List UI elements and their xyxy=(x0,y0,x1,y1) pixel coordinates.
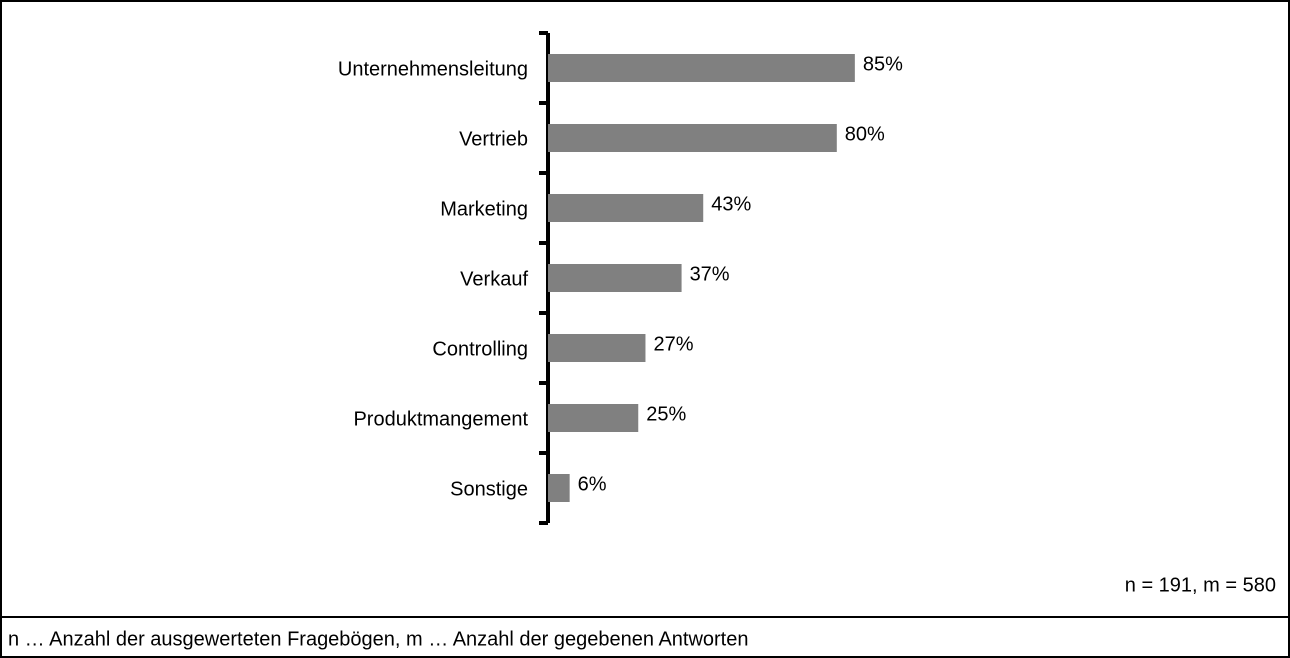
category-label: Produktmangement xyxy=(353,408,528,430)
category-label: Unternehmensleitung xyxy=(338,58,528,80)
value-label: 27% xyxy=(653,333,693,355)
bar xyxy=(548,124,837,152)
value-label: 37% xyxy=(690,263,730,285)
category-label: Verkauf xyxy=(460,268,528,290)
bar xyxy=(548,54,855,82)
bar xyxy=(548,474,570,502)
value-label: 6% xyxy=(578,473,607,495)
bar xyxy=(548,194,704,222)
category-label: Marketing xyxy=(440,198,528,220)
category-label: Controlling xyxy=(432,338,528,360)
category-label: Vertrieb xyxy=(459,128,528,150)
value-label: 80% xyxy=(845,123,885,145)
footnote: n … Anzahl der ausgewerteten Fragebögen,… xyxy=(8,628,749,650)
bar xyxy=(548,404,639,432)
bar xyxy=(548,264,682,292)
category-label: Sonstige xyxy=(450,478,528,500)
value-label: 25% xyxy=(646,403,686,425)
bar xyxy=(548,334,646,362)
value-label: 85% xyxy=(863,53,903,75)
annotation: n = 191, m = 580 xyxy=(1125,574,1276,596)
value-label: 43% xyxy=(711,193,751,215)
